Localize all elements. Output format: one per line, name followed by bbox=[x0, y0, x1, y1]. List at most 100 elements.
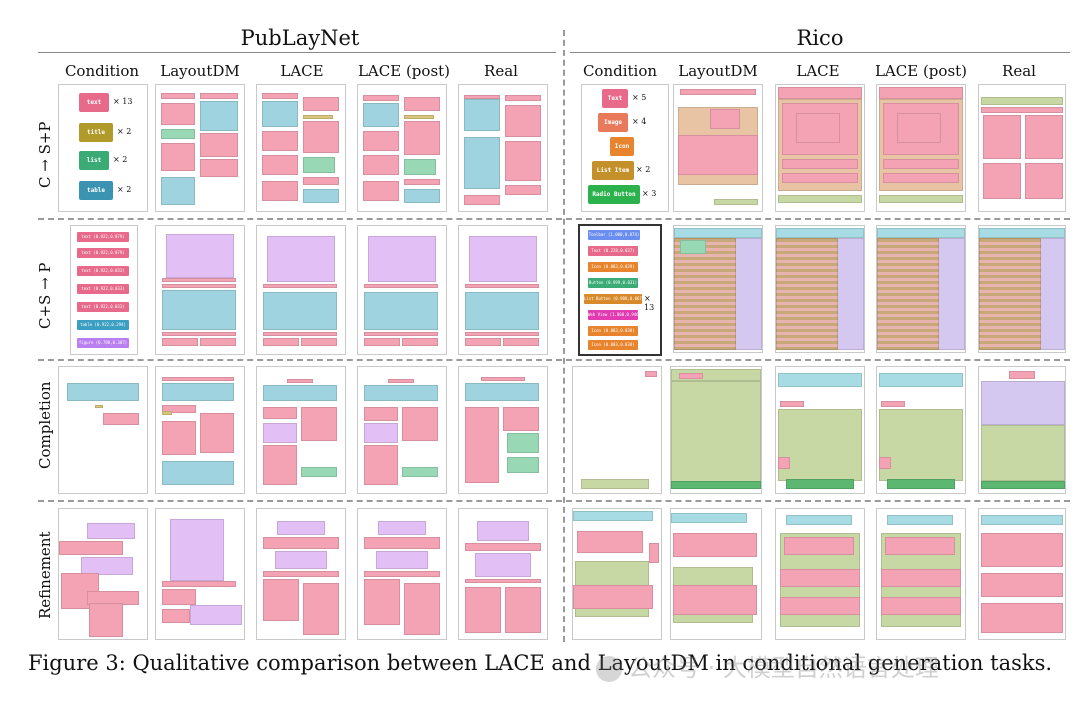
icon-box bbox=[778, 457, 790, 469]
condition-chip-text: text (0.922,0.079) bbox=[77, 232, 129, 242]
layout-panel bbox=[155, 366, 245, 494]
list-box bbox=[301, 467, 337, 477]
text-box bbox=[780, 401, 804, 407]
figure-box bbox=[190, 605, 242, 625]
toolbar-box bbox=[778, 373, 862, 387]
text-box bbox=[364, 537, 440, 549]
condition-chip-toolbar: Toolbar (1.000,0.074) bbox=[588, 230, 640, 240]
text-box bbox=[200, 413, 234, 453]
text-box bbox=[303, 177, 339, 185]
radio-box bbox=[879, 195, 963, 203]
text-box bbox=[262, 181, 298, 201]
text-box bbox=[364, 338, 400, 346]
row-divider-1 bbox=[38, 218, 1070, 220]
layout-panel bbox=[670, 508, 762, 640]
button-box bbox=[671, 481, 761, 489]
table-box bbox=[263, 385, 337, 401]
radio-box bbox=[581, 479, 649, 489]
toolbar-box bbox=[979, 228, 1065, 238]
button-box bbox=[981, 481, 1065, 489]
text-box bbox=[103, 413, 139, 425]
dataset-divider bbox=[563, 30, 565, 642]
toolbar-box bbox=[786, 515, 852, 525]
title-box bbox=[404, 115, 434, 119]
list-box bbox=[979, 238, 1041, 350]
text-box bbox=[673, 585, 757, 615]
table-box bbox=[464, 99, 500, 131]
text-box bbox=[885, 537, 955, 555]
layout-panel bbox=[256, 366, 346, 494]
text-box bbox=[505, 105, 541, 137]
text-box bbox=[263, 284, 337, 288]
icon-box bbox=[879, 457, 891, 469]
figure-box bbox=[376, 551, 428, 569]
condition-chip-text: text (0.922,0.033) bbox=[77, 284, 129, 294]
layout-panel bbox=[458, 84, 548, 212]
text-box bbox=[573, 585, 653, 609]
list-box bbox=[877, 238, 939, 350]
list-box bbox=[404, 159, 436, 175]
web-view-box bbox=[1039, 238, 1065, 350]
text-box bbox=[263, 537, 339, 549]
text-box bbox=[981, 107, 1063, 113]
list-box bbox=[402, 467, 438, 477]
table-box bbox=[363, 103, 399, 127]
text-box bbox=[162, 589, 196, 605]
text-box bbox=[981, 603, 1063, 633]
text-box bbox=[983, 163, 1021, 199]
condition-count: × 13 bbox=[113, 97, 133, 106]
figure-box bbox=[469, 236, 537, 282]
list-box bbox=[507, 433, 539, 453]
text-box bbox=[465, 587, 501, 633]
text-box bbox=[162, 338, 198, 346]
layout-panel bbox=[978, 225, 1066, 353]
condition-chip-table: table (0.922,0.294) bbox=[77, 320, 129, 330]
text-box bbox=[364, 579, 400, 625]
text-box bbox=[465, 332, 539, 336]
text-box bbox=[465, 338, 501, 346]
text-box bbox=[363, 181, 399, 201]
text-box bbox=[503, 338, 539, 346]
text-box bbox=[263, 579, 299, 621]
condition-chip-figure: figure (0.798,0.307) bbox=[77, 338, 129, 348]
col-header-lace-post-publaynet: LACE (post) bbox=[357, 62, 451, 80]
text-box bbox=[162, 405, 196, 413]
condition-chip-text: Text (0.228,0.037) bbox=[588, 246, 638, 256]
text-box bbox=[263, 445, 297, 485]
col-header-lace-rico: LACE bbox=[796, 62, 840, 80]
text-box bbox=[678, 135, 758, 175]
figure-box bbox=[364, 423, 398, 443]
row-label-c-sp: C → S+P bbox=[36, 121, 54, 188]
figure-box bbox=[166, 234, 234, 278]
text-box bbox=[981, 533, 1063, 567]
watermark: 公众号 · 大模型自然语言处理 bbox=[596, 648, 1066, 682]
condition-chip-text: text (0.922,0.079) bbox=[77, 248, 129, 258]
text-box bbox=[680, 89, 756, 95]
list-box bbox=[674, 238, 736, 350]
dataset-title-rico: Rico bbox=[796, 26, 844, 50]
condition-count: × 3 bbox=[642, 189, 657, 198]
condition-chip-image: Image bbox=[598, 113, 628, 132]
condition-chip-text: text bbox=[79, 93, 109, 112]
text-box bbox=[162, 581, 236, 587]
condition-count: × 13 bbox=[644, 294, 655, 312]
text-box bbox=[796, 113, 840, 143]
list-box bbox=[507, 457, 539, 473]
text-box bbox=[388, 379, 414, 383]
text-box bbox=[673, 533, 757, 557]
text-box bbox=[404, 583, 440, 635]
text-box bbox=[59, 541, 123, 555]
figure-box bbox=[277, 521, 325, 535]
figure-box bbox=[87, 523, 135, 539]
text-box bbox=[464, 195, 500, 205]
text-box bbox=[983, 115, 1021, 159]
table-box bbox=[161, 177, 195, 205]
toolbar-box bbox=[877, 228, 965, 238]
figure-box bbox=[81, 557, 133, 575]
figure-caption: Figure 3: Qualitative comparison between… bbox=[27, 651, 1053, 675]
text-box bbox=[263, 571, 339, 577]
text-box bbox=[402, 338, 438, 346]
text-box bbox=[364, 445, 398, 485]
table-box bbox=[364, 385, 438, 401]
table-box bbox=[200, 101, 238, 131]
